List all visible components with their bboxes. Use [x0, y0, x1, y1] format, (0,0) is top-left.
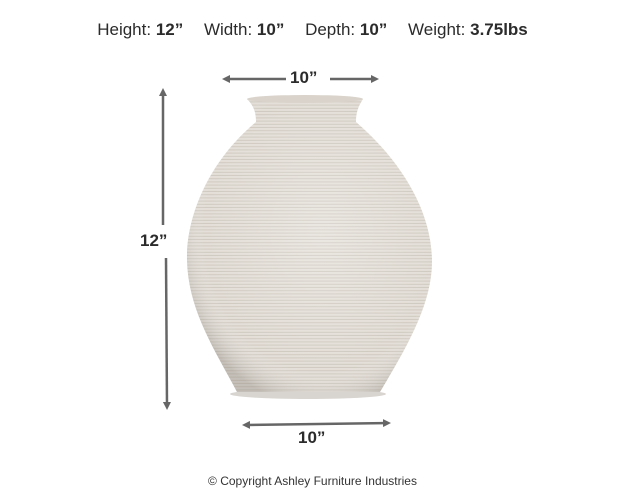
vase-rim	[247, 95, 363, 103]
bottom-width-arrow	[242, 419, 391, 429]
copyright-text: © Copyright Ashley Furniture Industries	[208, 474, 417, 488]
spec-label: Height:	[97, 20, 152, 39]
height-label: 12”	[140, 231, 168, 250]
top-width-label: 10”	[290, 68, 318, 87]
spec-height: Height: 12”	[97, 20, 183, 39]
height-arrow-down	[162, 257, 171, 410]
spec-weight: Weight: 3.75lbs	[408, 20, 528, 39]
vase-image	[186, 95, 432, 399]
spec-value: 10”	[256, 20, 285, 39]
spec-depth: Depth: 10”	[305, 20, 387, 39]
spec-label: Width:	[203, 20, 253, 39]
spec-width: Width: 10”	[204, 20, 284, 39]
spec-label: Weight:	[408, 20, 466, 39]
bottom-width-label: 10”	[298, 428, 326, 447]
spec-value: 10”	[359, 20, 388, 39]
vase-shading	[186, 99, 432, 392]
spec-bar: Height: 12” Width: 10” Depth: 10” Weight…	[0, 20, 625, 40]
spec-value: 12”	[155, 20, 184, 39]
spec-value: 3.75lbs	[470, 20, 528, 39]
spec-label: Depth:	[305, 20, 356, 39]
